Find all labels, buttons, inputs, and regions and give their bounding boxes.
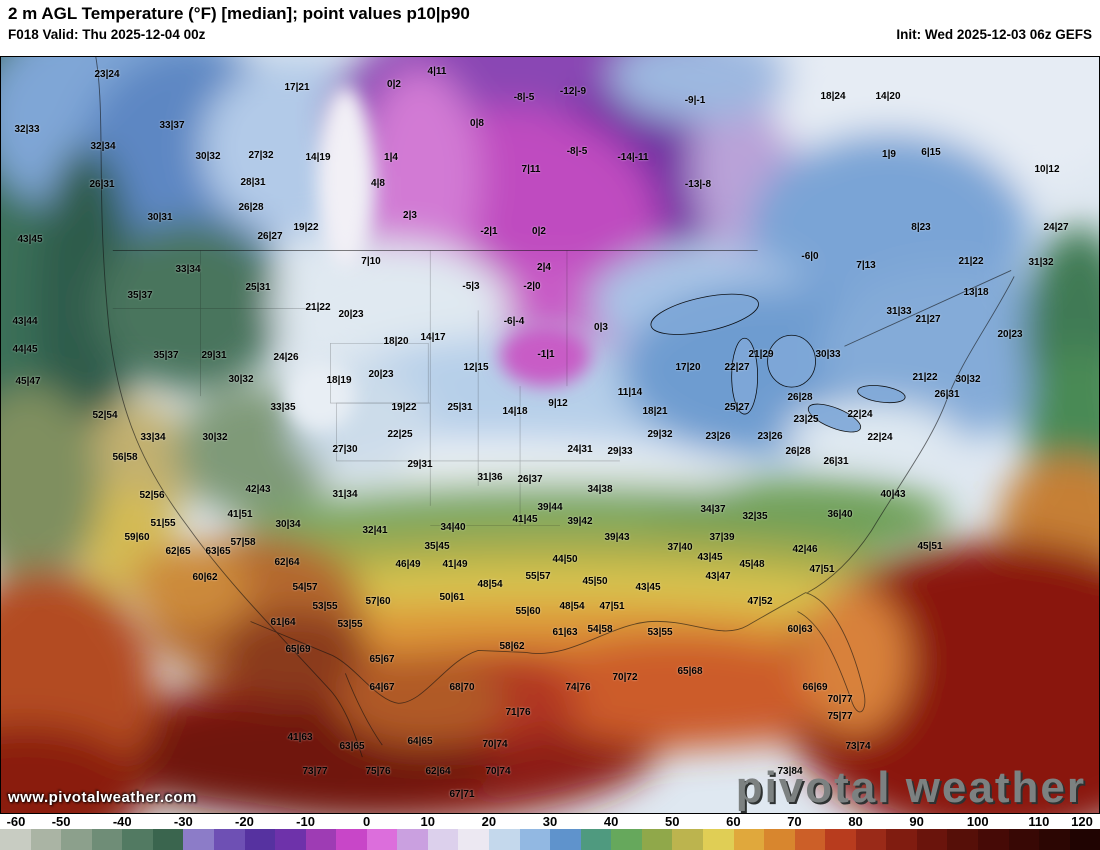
colorbar-label: 60: [726, 814, 741, 829]
colorbar-strip: [0, 829, 1100, 850]
colorbar-segment: [489, 829, 520, 850]
colorbar-segment: [397, 829, 428, 850]
colorbar-segment: [122, 829, 153, 850]
colorbar-label: -50: [51, 814, 71, 829]
init-time-label: Init: Wed 2025-12-03 06z GEFS: [896, 27, 1092, 42]
colorbar-segment: [1069, 829, 1100, 850]
valid-time-label: F018 Valid: Thu 2025-12-04 00z: [8, 27, 206, 42]
colorbar-segment: [916, 829, 948, 850]
colorbar-segment: [30, 829, 62, 850]
colorbar-segment: [183, 829, 214, 850]
temperature-map: [0, 56, 1100, 814]
colorbar-label: 100: [966, 814, 989, 829]
colorbar-label: -60: [6, 814, 26, 829]
map-title: 2 m AGL Temperature (°F) [median]; point…: [8, 4, 470, 23]
colorbar-segment: [305, 829, 337, 850]
colorbar-segment: [366, 829, 398, 850]
colorbar-segment: [947, 829, 978, 850]
colorbar-label: 40: [603, 814, 619, 829]
colorbar-label: 30: [542, 814, 558, 829]
colorbar-segment: [427, 829, 459, 850]
colorbar-segment: [580, 829, 612, 850]
colorbar-segment: [91, 829, 123, 850]
watermark-url: www.pivotalweather.com: [8, 789, 197, 806]
colorbar-segment: [244, 829, 276, 850]
colorbar-label: 50: [664, 814, 680, 829]
colorbar-label: -10: [296, 814, 315, 829]
colorbar-segment: [1039, 829, 1070, 850]
temperature-field: [1, 57, 1099, 813]
colorbar-label: 80: [848, 814, 863, 829]
colorbar-segment: [611, 829, 642, 850]
colorbar-segment: [0, 829, 31, 850]
colorbar-segment: [672, 829, 703, 850]
colorbar-segment: [702, 829, 734, 850]
colorbar-segment: [1008, 829, 1040, 850]
pivotal-weather-logo: pivotal weather: [735, 763, 1086, 812]
colorbar-segment: [825, 829, 856, 850]
colorbar-segment: [336, 829, 367, 850]
colorbar-label: -30: [173, 814, 193, 829]
state-borders: [112, 250, 620, 527]
colorbar-segment: [275, 829, 306, 850]
colorbar-label: 70: [787, 814, 802, 829]
colorbar-segment: [213, 829, 245, 850]
colorbar-segment: [550, 829, 581, 850]
temperature-accents: [285, 86, 590, 432]
colorbar-segment: [794, 829, 826, 850]
colorbar-segment: [855, 829, 887, 850]
colorbar-labels: -60 -50 -40 -30 -20 -10 0 10 20 30 40 50 60 70 80 90 100…: [0, 814, 1100, 829]
temperature-blobs: [1, 57, 1099, 813]
colorbar-label: 90: [909, 814, 924, 829]
colorbar-segment: [764, 829, 795, 850]
colorbar-label: 120: [1071, 814, 1093, 829]
temperature-colorbar: -60 -50 -40 -30 -20 -10 0 10 20 30 40 50 60 70 80 90 100…: [0, 814, 1100, 850]
colorbar-label: -40: [112, 814, 132, 829]
coast-borders: [95, 57, 1015, 758]
header: 2 m AGL Temperature (°F) [median]; point…: [0, 0, 1100, 56]
great-lakes: [650, 293, 906, 433]
colorbar-label: 10: [420, 814, 435, 829]
colorbar-segment: [519, 829, 551, 850]
colorbar-label: 110: [1028, 814, 1050, 829]
header-info-row: F018 Valid: Thu 2025-12-04 00z Init: Wed…: [0, 27, 1100, 47]
colorbar-segment: [641, 829, 673, 850]
colorbar-label: 20: [481, 814, 497, 829]
colorbar-segment: [886, 829, 917, 850]
colorbar-segment: [733, 829, 765, 850]
colorbar-segment: [61, 829, 92, 850]
colorbar-segment: [458, 829, 489, 850]
colorbar-label: -20: [235, 814, 254, 829]
colorbar-segment: [152, 829, 184, 850]
colorbar-label: 0: [363, 814, 371, 829]
colorbar-segment: [978, 829, 1009, 850]
